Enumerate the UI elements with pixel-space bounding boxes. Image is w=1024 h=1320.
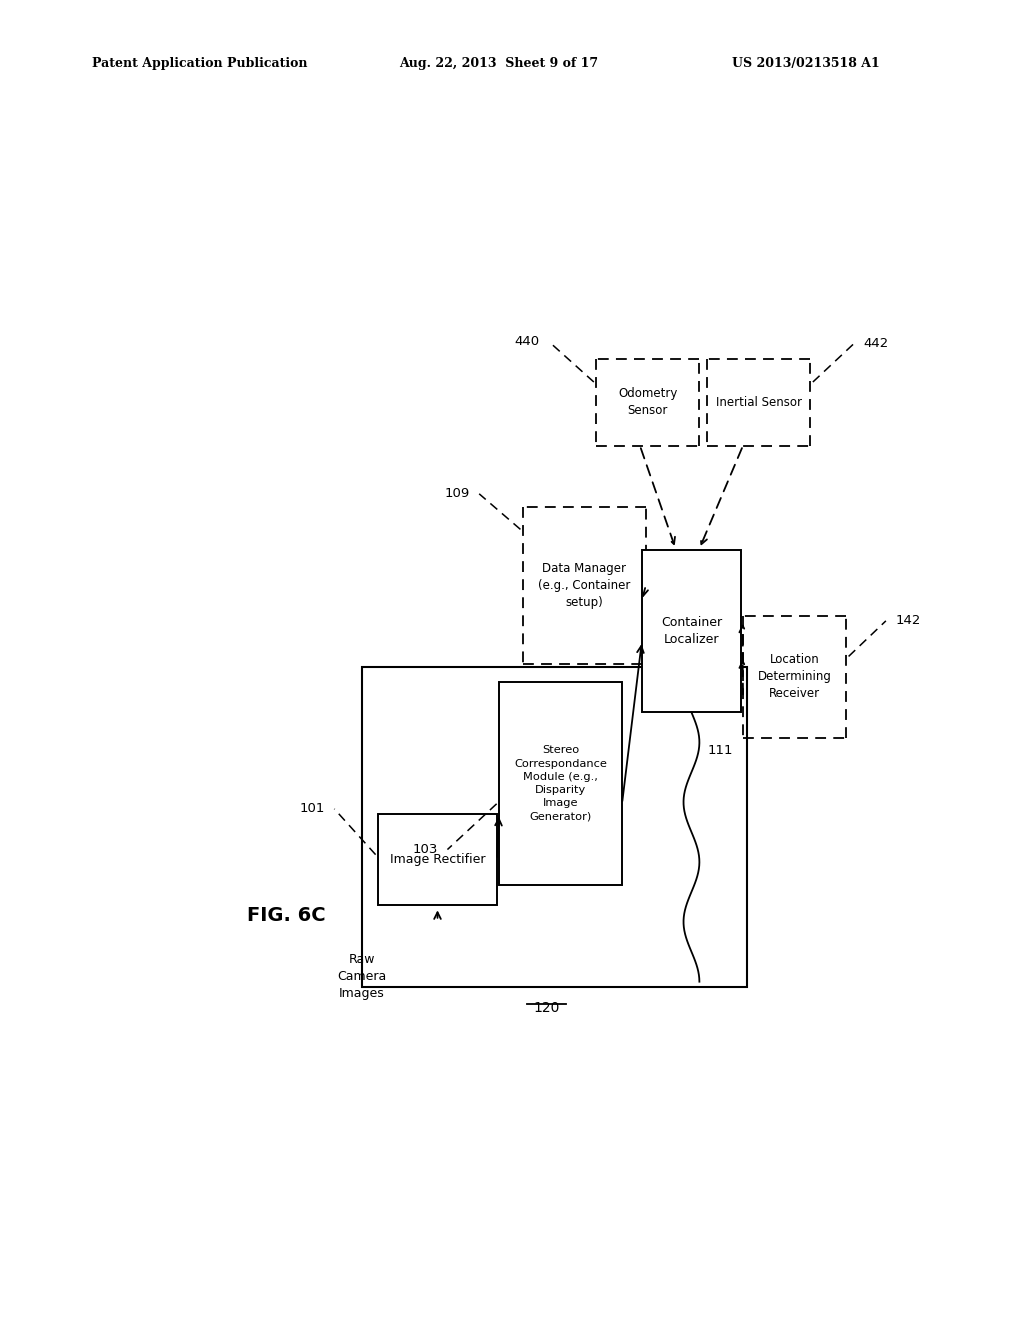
Text: Odometry
Sensor: Odometry Sensor (618, 387, 678, 417)
Text: 120: 120 (534, 1001, 560, 1015)
Text: 111: 111 (708, 744, 733, 758)
Text: 440: 440 (514, 335, 539, 348)
Text: Image Rectifier: Image Rectifier (390, 853, 485, 866)
Text: FIG. 6C: FIG. 6C (248, 906, 326, 925)
Bar (362, 667, 748, 987)
Text: Patent Application Publication: Patent Application Publication (92, 57, 307, 70)
Text: 109: 109 (444, 487, 470, 500)
Bar (499, 682, 622, 886)
Text: Inertial Sensor: Inertial Sensor (716, 396, 802, 409)
Text: Aug. 22, 2013  Sheet 9 of 17: Aug. 22, 2013 Sheet 9 of 17 (399, 57, 598, 70)
Text: Stereo
Correspondance
Module (e.g.,
Disparity
Image
Generator): Stereo Correspondance Module (e.g., Disp… (514, 746, 607, 821)
Text: 442: 442 (863, 337, 889, 350)
Text: Data Manager
(e.g., Container
setup): Data Manager (e.g., Container setup) (539, 562, 631, 609)
Bar (378, 814, 497, 906)
Text: 142: 142 (895, 614, 921, 627)
Text: Container
Localizer: Container Localizer (660, 616, 722, 645)
Text: Location
Determining
Receiver: Location Determining Receiver (758, 653, 831, 701)
Text: 103: 103 (413, 843, 438, 857)
Text: US 2013/0213518 A1: US 2013/0213518 A1 (732, 57, 880, 70)
Text: Raw
Camera
Images: Raw Camera Images (338, 953, 387, 1001)
Bar (642, 549, 741, 713)
Text: 101: 101 (299, 803, 325, 816)
